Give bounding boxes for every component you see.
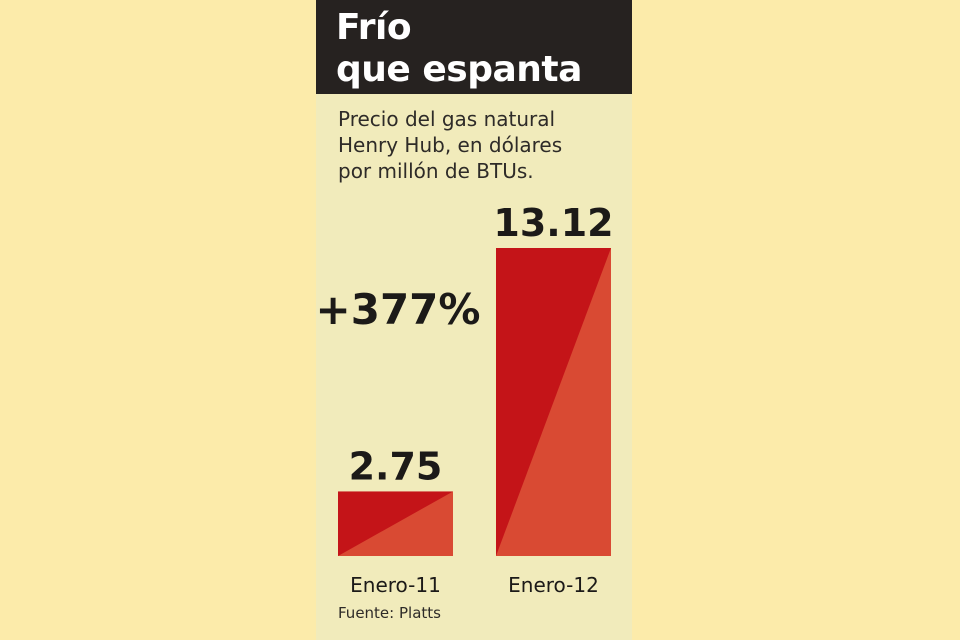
source-note: Fuente: Platts bbox=[338, 604, 441, 622]
value-label: 2.75 bbox=[349, 444, 443, 488]
bar-highlight bbox=[496, 248, 611, 556]
title-header: Frío que espanta bbox=[316, 0, 632, 94]
bar-enero-12 bbox=[496, 248, 611, 556]
category-label: Enero-12 bbox=[508, 573, 599, 597]
subtitle-line-3: por millón de BTUs. bbox=[338, 159, 534, 183]
subtitle-line-1: Precio del gas natural bbox=[338, 107, 556, 131]
chart-title-line-1: Frío bbox=[336, 7, 412, 48]
subtitle-line-2: Henry Hub, en dólares bbox=[338, 133, 563, 157]
chart-title-line-2: que espanta bbox=[336, 49, 582, 90]
percent-change-annotation: +377% bbox=[316, 285, 480, 334]
infographic-panel: Frío que espanta Precio del gas natural … bbox=[316, 0, 632, 640]
bars-group: 2.75 Enero-11 13.12 Enero-12 bbox=[338, 201, 614, 597]
bar-enero-11 bbox=[338, 491, 453, 556]
category-label: Enero-11 bbox=[350, 573, 441, 597]
value-label: 13.12 bbox=[493, 201, 613, 245]
bar-chart: +377% 2.75 Enero-11 13.12 Enero-12 bbox=[316, 201, 614, 597]
bar-highlight bbox=[338, 491, 453, 556]
